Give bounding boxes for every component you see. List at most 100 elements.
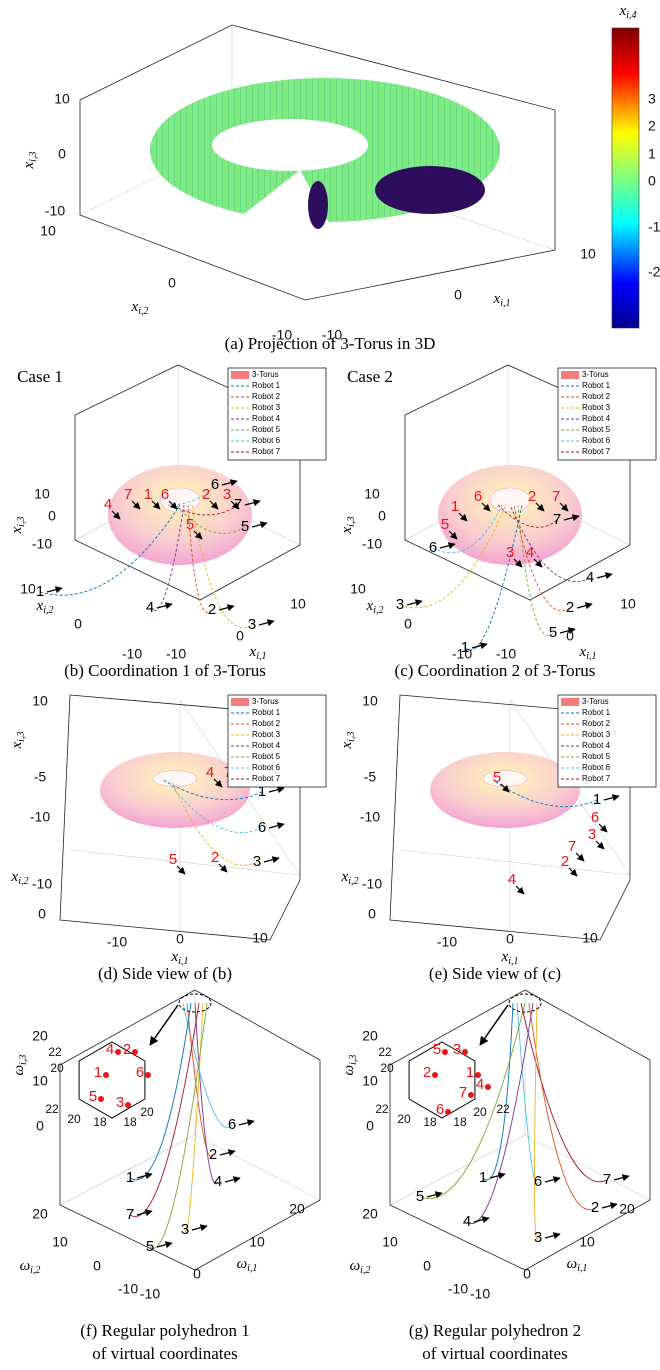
inset-tick-label: 22 xyxy=(375,1102,389,1116)
start-label: 5 xyxy=(146,1238,154,1255)
y-axis-label-sub: i,2 xyxy=(138,306,148,317)
trajectory xyxy=(534,1002,539,1240)
label-arrow xyxy=(46,586,63,594)
y-tick-label: 0 xyxy=(74,616,82,632)
goal-label: 2 xyxy=(211,849,219,866)
label-arrow xyxy=(568,867,578,877)
legend-swatch xyxy=(561,371,579,379)
colorbar-label-base: x xyxy=(619,3,627,19)
legend-box xyxy=(557,694,657,788)
y-axis-label-sub: i,2 xyxy=(348,876,358,887)
y-tick-label: 0 xyxy=(93,1258,101,1274)
z-axis-label-base: x xyxy=(9,741,25,749)
goal-label: 2 xyxy=(528,488,536,505)
z-axis-label-base: x xyxy=(9,526,25,534)
y-axis-label-base: ω xyxy=(20,1258,31,1274)
label-arrow xyxy=(193,530,203,540)
inset-tick-label: 20 xyxy=(380,1061,394,1075)
y-axis-label-sub: i,2 xyxy=(43,605,53,616)
goal-label: 5 xyxy=(493,769,501,786)
colorbar-tick-label: 3 xyxy=(648,91,656,107)
legend-label: 3-Torus xyxy=(582,697,609,706)
start-label: 6 xyxy=(228,1116,236,1133)
start-label: 7 xyxy=(553,511,561,528)
label-arrow xyxy=(219,1149,236,1157)
label-arrow xyxy=(230,500,240,510)
label-arrow xyxy=(559,627,576,635)
legend-box xyxy=(227,367,327,461)
legend-label: Robot 5 xyxy=(582,425,611,434)
x-axis-label: xi,1 xyxy=(579,644,597,662)
x-tick-label: 20 xyxy=(619,1201,635,1217)
label-arrow xyxy=(213,778,223,788)
start-label: 6 xyxy=(534,1173,542,1190)
inset-tick-label: 20 xyxy=(140,1105,154,1119)
caption: (a) Projection of 3-Torus in 3D xyxy=(225,334,436,353)
label-arrow xyxy=(489,1172,506,1180)
inset-hexagon xyxy=(408,1041,476,1119)
goal-label: 7 xyxy=(124,486,132,503)
goal-label: 1 xyxy=(451,498,459,515)
y-axis-label-sub: i,2 xyxy=(30,1265,40,1276)
start-label: 7 xyxy=(126,1206,134,1223)
label-arrow xyxy=(218,863,228,873)
goal-label: 2 xyxy=(123,1041,131,1058)
grid-line xyxy=(69,849,301,876)
robot-dot xyxy=(98,1096,104,1102)
trajectory xyxy=(129,1002,192,1181)
y-axis-label-base: x xyxy=(341,869,349,885)
z-tick-label: -10 xyxy=(45,203,65,219)
label-arrow xyxy=(168,500,178,510)
z-tick-label: -10 xyxy=(30,809,50,825)
caption: of virtual coordinates xyxy=(422,1344,567,1363)
legend-label: Robot 7 xyxy=(582,447,611,456)
label-arrow xyxy=(471,642,488,650)
inset-tick-label: 22 xyxy=(378,1045,392,1059)
colorbar-tick-label: 2 xyxy=(648,118,656,134)
goal-label: 3 xyxy=(506,544,514,561)
robot-dot xyxy=(103,1072,109,1078)
start-label: 1 xyxy=(479,1169,487,1186)
z-axis-label-sub: i,3 xyxy=(28,152,39,162)
z-axis-label: xi,3 xyxy=(21,152,39,170)
label-arrow xyxy=(544,1232,561,1240)
x-tick-label: 10 xyxy=(579,1234,595,1250)
legend: 3-Torus Robot 1 Robot 2 Robot 3 Robot 4 Robot… xyxy=(557,694,657,788)
legend-label: Robot 7 xyxy=(582,774,611,783)
z-axis-label: xi,3 xyxy=(9,732,27,750)
trajectory xyxy=(149,504,185,612)
start-label: 6 xyxy=(258,819,266,836)
grid-line xyxy=(59,1134,196,1206)
inset-hexagon xyxy=(78,1041,146,1119)
robot-dot xyxy=(475,1072,481,1078)
z-axis-label-base: x xyxy=(21,161,37,169)
x-tick-label: 10 xyxy=(620,596,636,612)
label-arrow xyxy=(596,572,613,580)
legend-label: Robot 5 xyxy=(252,752,281,761)
legend-label: Robot 6 xyxy=(252,763,281,772)
z-tick-label: 10 xyxy=(54,91,70,107)
y-tick-label: 0 xyxy=(168,275,176,291)
colorbar xyxy=(611,27,640,329)
goal-label: 5 xyxy=(89,1088,97,1105)
legend-label: Robot 4 xyxy=(582,741,611,750)
x-tick-label: 0 xyxy=(523,1266,531,1282)
trajectory xyxy=(517,504,554,636)
z-axis-label-sub: i,3 xyxy=(346,732,357,742)
x-tick-label: 0 xyxy=(454,287,462,303)
axis-box xyxy=(59,989,321,1271)
y-axis-label-base: x xyxy=(36,598,44,614)
z-axis-label-base: ω xyxy=(341,1065,357,1076)
y-axis-label-sub: i,2 xyxy=(360,1265,370,1276)
y-tick-label: -10 xyxy=(118,1281,138,1297)
x-tick-label: -10 xyxy=(166,646,186,662)
goal-label: 4 xyxy=(104,496,112,513)
x-axis-label-base: x xyxy=(171,949,179,965)
x-axis-label: ωi,1 xyxy=(567,1256,588,1274)
grid-line xyxy=(194,1134,321,1201)
label-arrow xyxy=(176,865,186,875)
legend-label: Robot 3 xyxy=(252,403,281,412)
legend-label: Robot 6 xyxy=(582,763,611,772)
